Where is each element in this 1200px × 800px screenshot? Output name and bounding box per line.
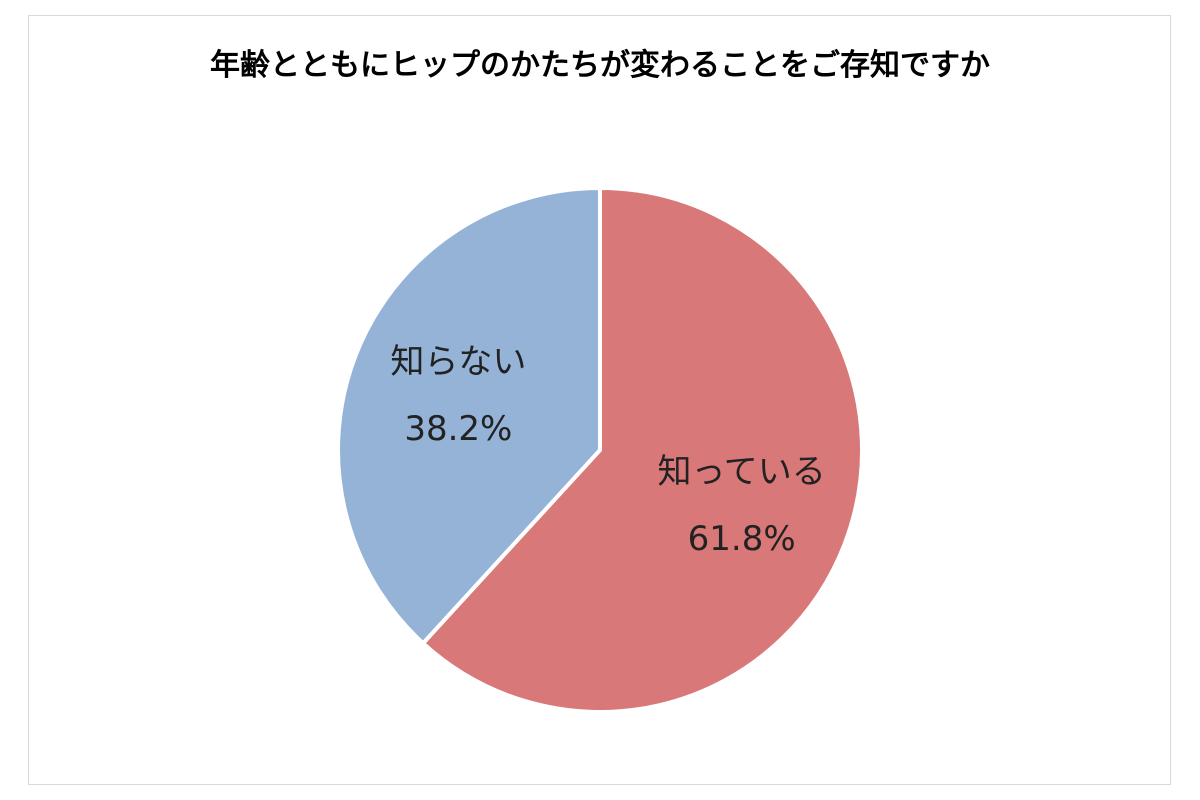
slice-value-label-1: 38.2% [404, 409, 512, 449]
pie-slice-0 [421, 186, 864, 714]
pie-slice-1 [336, 186, 602, 646]
chart-title: 年齢とともにヒップのかたちが変わることをご存知ですか [210, 48, 990, 83]
slice-value-label-0: 61.8% [688, 519, 796, 559]
slice-label-1: 知らない [390, 342, 526, 382]
slice-label-0: 知っている [657, 452, 825, 492]
